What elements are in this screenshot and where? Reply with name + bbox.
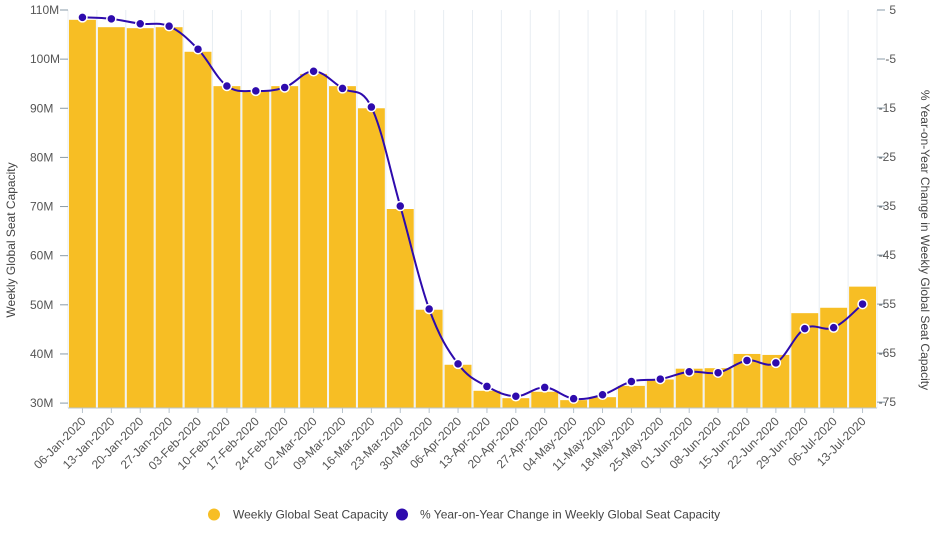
line-point[interactable]	[712, 367, 724, 378]
line-point[interactable]	[163, 20, 175, 32]
right-tick-label: -65	[879, 346, 897, 360]
right-axis-title: % Year-on-Year Change in Weekly Global S…	[918, 90, 931, 390]
right-tick-label: -35	[879, 199, 897, 213]
bar[interactable]	[300, 73, 328, 409]
left-axis-title: Weekly Global Seat Capacity	[4, 162, 18, 317]
bar[interactable]	[444, 364, 472, 408]
right-tick-label: -5	[885, 52, 896, 66]
line-point[interactable]	[857, 298, 868, 310]
right-tick-label: -55	[879, 297, 897, 311]
yoy-line	[82, 16, 864, 401]
right-tick-label: -45	[879, 248, 897, 262]
legend-item-seat-capacity[interactable]: Weekly Global Seat Capacity	[208, 508, 388, 522]
line-point[interactable]	[134, 18, 146, 29]
line-point[interactable]	[510, 390, 522, 402]
right-tick-label: -15	[879, 101, 897, 115]
line-point[interactable]	[221, 80, 233, 92]
legend-marker-seat-capacity	[208, 508, 220, 521]
line-point[interactable]	[77, 12, 88, 23]
line-point[interactable]	[770, 357, 782, 369]
bar[interactable]	[415, 309, 443, 408]
bar[interactable]	[589, 397, 616, 408]
left-tick-label: 40M	[30, 347, 53, 361]
legend-item-yoy-change[interactable]: % Year-on-Year Change in Weekly Global S…	[396, 508, 720, 522]
line-point[interactable]	[423, 303, 435, 315]
bar[interactable]	[560, 400, 588, 408]
bar[interactable]	[184, 51, 212, 408]
bar[interactable]	[329, 86, 356, 408]
line-point[interactable]	[568, 393, 579, 404]
line-point[interactable]	[539, 382, 550, 393]
line-point[interactable]	[366, 101, 377, 113]
left-tick-label: 100M	[30, 52, 60, 66]
left-tick-label: 30M	[30, 396, 53, 410]
right-tick-label: 5	[889, 3, 896, 17]
bar[interactable]	[213, 86, 241, 408]
bar[interactable]	[502, 398, 530, 408]
line-point[interactable]	[106, 13, 117, 25]
bar[interactable]	[126, 28, 154, 409]
bar[interactable]	[271, 86, 299, 408]
right-tick-label: -25	[879, 150, 897, 164]
left-tick-label: 50M	[30, 298, 53, 312]
left-tick-label: 90M	[30, 101, 53, 115]
bar[interactable]	[97, 27, 125, 408]
bar[interactable]	[617, 385, 645, 408]
line-point[interactable]	[828, 322, 839, 333]
line-point[interactable]	[799, 323, 811, 334]
line-point[interactable]	[626, 376, 637, 387]
line-point[interactable]	[337, 83, 348, 94]
legend: Weekly Global Seat Capacity % Year-on-Ye…	[208, 508, 720, 522]
left-tick-label: 70M	[30, 200, 53, 214]
legend-label-seat-capacity: Weekly Global Seat Capacity	[233, 508, 388, 522]
line-point[interactable]	[597, 389, 608, 401]
line-point[interactable]	[250, 85, 262, 97]
left-tick-label: 60M	[30, 249, 53, 263]
bar[interactable]	[242, 91, 270, 409]
bar[interactable]	[357, 108, 385, 408]
line-point[interactable]	[741, 355, 753, 366]
bar[interactable]	[531, 391, 559, 408]
right-tick-label: -75	[879, 395, 897, 409]
line-point[interactable]	[395, 200, 406, 212]
line-point[interactable]	[655, 373, 666, 385]
legend-marker-yoy-change	[396, 508, 408, 521]
bar[interactable]	[69, 19, 96, 409]
line-point[interactable]	[683, 366, 695, 377]
left-tick-label: 80M	[30, 150, 53, 164]
bar-series	[69, 19, 876, 409]
line-point[interactable]	[452, 358, 464, 370]
line-point[interactable]	[308, 66, 319, 77]
line-point[interactable]	[481, 381, 493, 392]
line-point[interactable]	[192, 43, 204, 55]
bar[interactable]	[155, 27, 183, 408]
line-series	[77, 12, 868, 404]
legend-label-yoy-change: % Year-on-Year Change in Weekly Global S…	[420, 508, 720, 522]
left-tick-label: 110M	[30, 3, 59, 17]
bar[interactable]	[473, 390, 501, 408]
line-point[interactable]	[279, 82, 290, 93]
